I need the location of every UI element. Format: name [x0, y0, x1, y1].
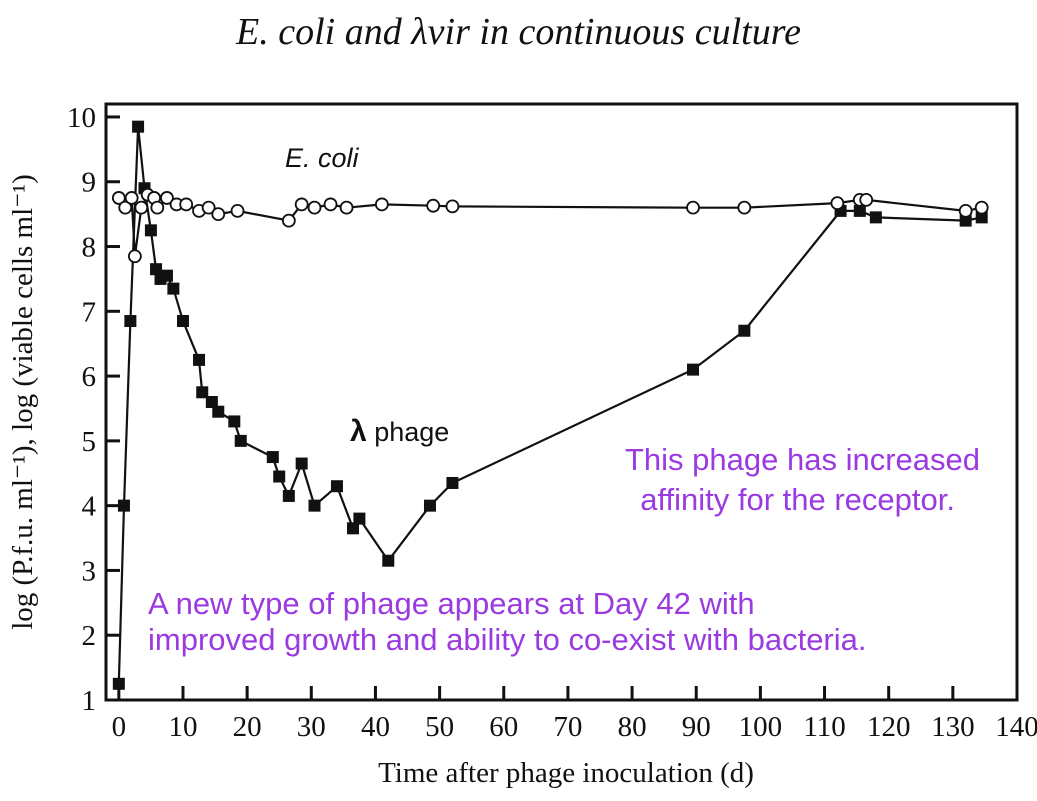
phage-point	[353, 512, 366, 525]
x-tick-label: 70	[553, 711, 582, 743]
ecoli-point	[294, 197, 309, 212]
ecoli-point	[150, 200, 165, 215]
phage-point	[167, 282, 180, 295]
ecoli-point	[323, 197, 338, 212]
phage-point	[144, 224, 157, 237]
ecoli-point	[339, 200, 354, 215]
phage-point	[446, 476, 459, 489]
x-tick-label: 130	[931, 711, 975, 743]
phage-point	[132, 120, 145, 133]
phage-point	[112, 677, 125, 690]
phage-point	[330, 480, 343, 493]
ecoli-point	[118, 200, 133, 215]
phage-point	[308, 499, 321, 512]
phage-point	[193, 353, 206, 366]
x-axis-ticks: 0 10 20 30 40 50 60 70 80 90 100 110 120 130 140	[112, 686, 1037, 743]
annotation-day42-line1: A new type of phage appears at Day 42 wi…	[148, 586, 755, 621]
x-tick-label: 30	[297, 711, 326, 743]
y-axis-ticks: 1 2 3 4 5 6 7 8 9 10	[67, 102, 120, 717]
phage-point	[975, 211, 988, 224]
ecoli-point	[445, 199, 460, 214]
ecoli-line	[117, 193, 982, 257]
y-tick-label: 10	[67, 102, 96, 134]
x-tick-label: 0	[112, 711, 127, 743]
phage-point	[150, 263, 163, 276]
ecoli-point	[974, 200, 989, 215]
ecoli-point	[859, 192, 874, 207]
ecoli-point	[374, 197, 389, 212]
y-tick-label: 9	[82, 167, 97, 199]
phage-point	[869, 211, 882, 224]
ecoli-point	[160, 191, 174, 205]
phage-point	[266, 451, 279, 464]
ecoli-point	[124, 191, 139, 205]
ecoli-point	[201, 200, 216, 215]
phage-point	[295, 457, 308, 470]
ecoli-point	[179, 197, 194, 212]
phage-point	[687, 363, 700, 376]
x-tick-label: 20	[233, 711, 262, 743]
phage-point	[196, 386, 209, 399]
annotation-day42-line2: improved growth and ability to co-exist …	[148, 622, 867, 657]
y-tick-label: 1	[82, 685, 97, 717]
series-label-ecoli: E. coli	[285, 143, 360, 173]
x-tick-label: 100	[739, 711, 783, 743]
x-tick-label: 140	[995, 711, 1037, 743]
y-tick-label: 5	[82, 426, 97, 458]
x-tick-label: 110	[803, 711, 845, 743]
ecoli-point	[134, 200, 149, 215]
x-tick-label: 10	[168, 711, 197, 743]
phage-point	[117, 499, 130, 512]
ecoli-point	[737, 200, 752, 215]
phage-point	[382, 554, 395, 567]
phage-point	[346, 522, 359, 535]
x-tick-label: 40	[361, 711, 390, 743]
phage-point	[212, 405, 225, 418]
phage-point	[228, 415, 241, 428]
annotation-affinity-line1: This phage has increased	[625, 442, 980, 477]
y-axis-label: log (P.f.u. ml⁻¹), log (viable cells ml⁻…	[7, 174, 39, 630]
phage-point	[273, 470, 286, 483]
phage-point	[282, 489, 295, 502]
x-tick-label: 60	[489, 711, 518, 743]
plot-frame	[104, 102, 1019, 702]
phage-word: phage	[367, 417, 450, 447]
x-tick-label: 80	[618, 711, 647, 743]
series-markers	[111, 120, 989, 690]
chart-title: E. coli and λvir in continuous culture	[236, 11, 801, 53]
ecoli-point	[307, 200, 322, 215]
ecoli-point	[127, 249, 142, 264]
x-tick-label: 50	[425, 711, 454, 743]
ecoli-point	[686, 200, 700, 215]
phage-point	[959, 214, 972, 227]
y-tick-label: 2	[82, 620, 97, 652]
phage-point	[176, 315, 189, 328]
phage-point	[423, 499, 436, 512]
lambda-symbol: λ	[350, 415, 367, 448]
x-axis-label: Time after phage inoculation (d)	[378, 757, 754, 789]
ecoli-point	[958, 203, 973, 218]
phage-point	[124, 315, 137, 328]
series-label-phage: λ phage	[350, 415, 449, 448]
phage-point	[234, 434, 247, 447]
ecoli-point	[281, 213, 296, 228]
annotation-affinity-line2: affinity for the receptor.	[640, 482, 955, 517]
y-tick-label: 4	[82, 491, 97, 523]
y-tick-label: 8	[82, 232, 97, 264]
x-tick-label: 90	[682, 711, 711, 743]
x-tick-label: 120	[867, 711, 911, 743]
y-tick-label: 3	[82, 555, 97, 587]
ecoli-point	[830, 196, 845, 211]
phage-point	[853, 204, 866, 217]
phage-point	[205, 396, 218, 408]
y-tick-label: 6	[82, 361, 97, 393]
phage-point	[738, 324, 751, 337]
y-tick-label: 7	[82, 296, 97, 328]
ecoli-point	[230, 203, 245, 218]
ecoli-point	[211, 207, 226, 222]
ecoli-point	[426, 198, 441, 213]
phage-point	[160, 269, 173, 282]
